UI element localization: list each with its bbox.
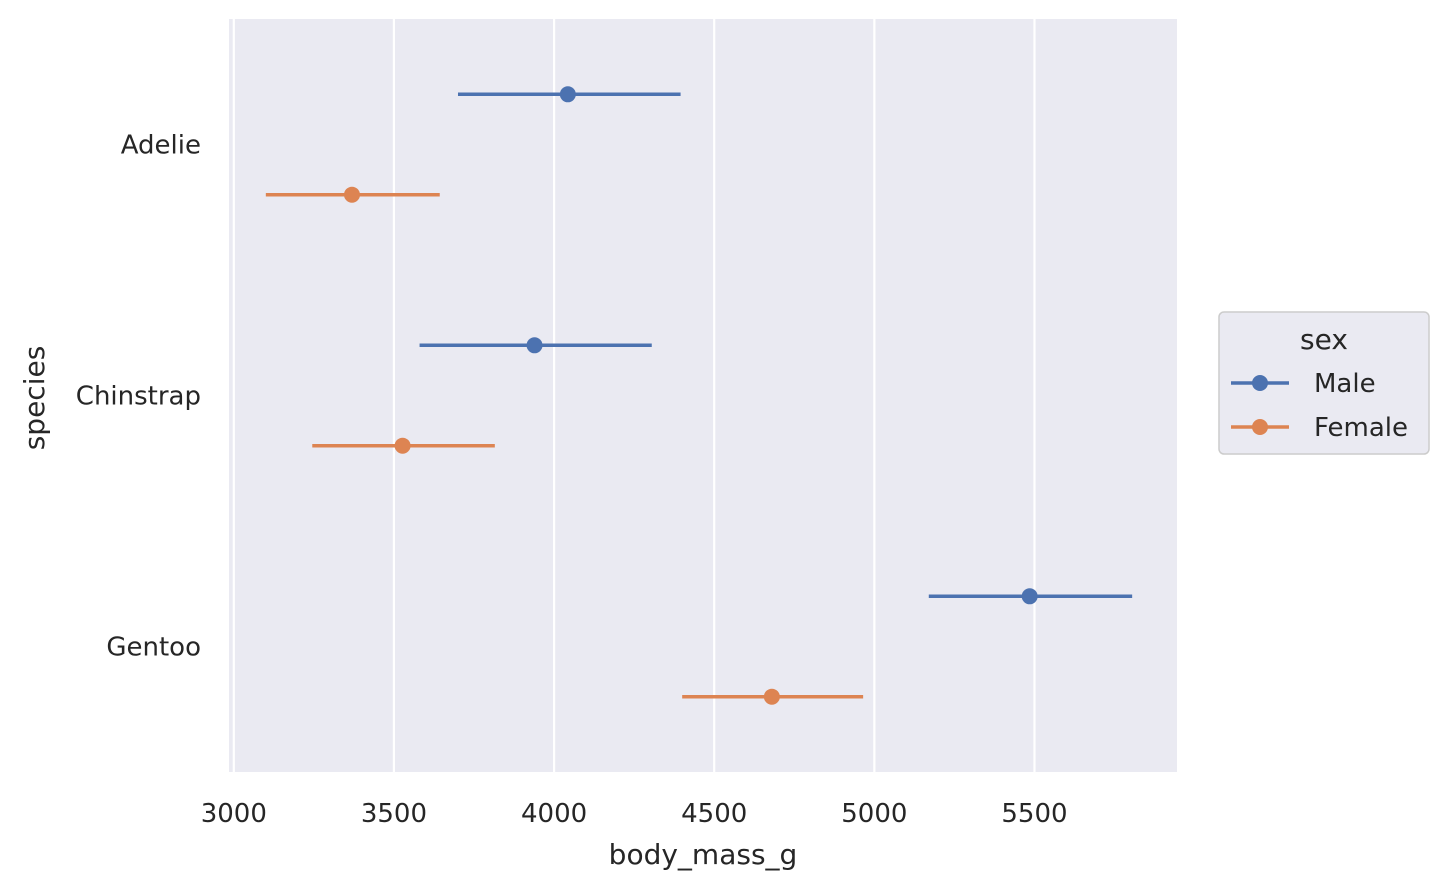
data-point bbox=[559, 86, 576, 103]
legend-label: Female bbox=[1314, 413, 1408, 443]
x-tick-label: 5500 bbox=[1001, 799, 1067, 829]
x-tick-labels: 3000 3500 4000 4500 5000 5500 bbox=[201, 799, 1068, 829]
y-tick-label: Gentoo bbox=[106, 633, 201, 663]
x-tick-label: 3000 bbox=[201, 799, 267, 829]
data-marks bbox=[265, 86, 1133, 705]
legend-swatch-marker bbox=[1252, 419, 1268, 435]
legend-title: sex bbox=[1300, 323, 1348, 356]
y-tick-label: Adelie bbox=[121, 131, 201, 161]
plot-background bbox=[229, 19, 1177, 772]
legend-frame bbox=[1218, 311, 1430, 455]
x-tick-label: 5000 bbox=[841, 799, 907, 829]
data-point bbox=[526, 337, 543, 354]
data-point bbox=[763, 688, 780, 705]
data-point bbox=[1021, 588, 1038, 605]
data-point bbox=[394, 437, 411, 454]
legend-swatch-marker bbox=[1252, 375, 1268, 391]
grid-lines bbox=[232, 19, 1036, 772]
x-tick-label: 4000 bbox=[521, 799, 587, 829]
x-tick-label: 4500 bbox=[681, 799, 747, 829]
y-tick-labels: Adelie Chinstrap Gentoo bbox=[76, 131, 201, 663]
x-tick-label: 3500 bbox=[361, 799, 427, 829]
y-tick-label: Chinstrap bbox=[76, 382, 201, 412]
y-axis-label: species bbox=[18, 346, 51, 451]
legend-label: Male bbox=[1314, 369, 1376, 399]
data-point bbox=[343, 186, 360, 203]
legend: sex Male Female bbox=[1218, 311, 1430, 455]
x-axis-label: body_mass_g bbox=[609, 838, 798, 871]
legend-items: Male Female bbox=[1231, 369, 1408, 443]
